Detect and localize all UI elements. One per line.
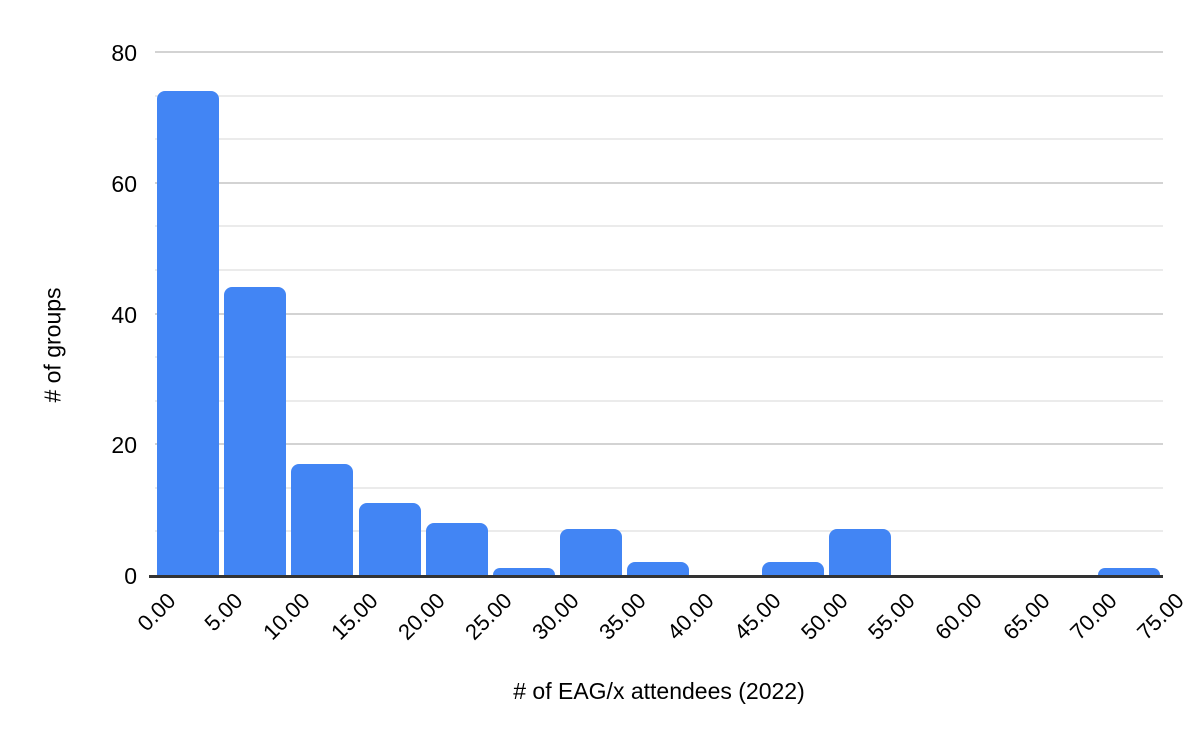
x-tick-label: 0.00 xyxy=(132,588,181,636)
gridline-major xyxy=(155,51,1163,53)
gridline-minor xyxy=(155,138,1163,141)
y-tick-label: 80 xyxy=(111,40,137,66)
x-tick-label: 30.00 xyxy=(527,588,584,645)
x-tick-label: 15.00 xyxy=(325,588,383,645)
gridline-major xyxy=(155,443,1163,446)
x-tick-label: 40.00 xyxy=(661,588,719,645)
gridline-minor xyxy=(155,399,1163,402)
x-tick-label: 65.00 xyxy=(997,588,1055,645)
x-tick-label: 60.00 xyxy=(930,588,988,645)
bar xyxy=(1097,568,1160,575)
bar xyxy=(291,463,354,575)
gridline-minor xyxy=(155,225,1163,228)
y-tick-label: 0 xyxy=(124,563,137,589)
y-tick-label: 20 xyxy=(111,432,137,459)
bar xyxy=(560,529,623,575)
x-tick-label: 25.00 xyxy=(460,588,517,645)
bar xyxy=(224,287,287,575)
x-tick-label: 50.00 xyxy=(796,588,853,645)
gridline-minor xyxy=(155,486,1163,489)
x-tick-label: 75.00 xyxy=(1132,588,1189,645)
x-tick-label: 35.00 xyxy=(594,588,652,645)
x-tick-label: 10.00 xyxy=(258,588,316,645)
x-tick-label: 20.00 xyxy=(392,588,450,645)
x-tick-label: 5.00 xyxy=(199,588,248,636)
bar xyxy=(761,561,824,575)
bar xyxy=(627,561,690,575)
gridline-major xyxy=(155,312,1163,315)
gridline-major xyxy=(155,181,1163,184)
x-tick-label: 45.00 xyxy=(728,588,786,645)
x-tick-label: 70.00 xyxy=(1064,588,1122,645)
bar xyxy=(157,91,219,575)
x-axis-line xyxy=(149,575,1163,578)
gridline-minor xyxy=(155,356,1163,359)
bar xyxy=(358,503,421,575)
gridline-minor xyxy=(155,268,1163,271)
y-tick-label: 40 xyxy=(111,301,137,328)
x-axis-title: # of EAG/x attendees (2022) xyxy=(513,678,805,704)
gridline-minor xyxy=(155,530,1163,533)
gridline-minor xyxy=(155,94,1163,97)
x-tick-label: 55.00 xyxy=(863,588,920,645)
bar xyxy=(425,522,488,575)
bar xyxy=(829,529,891,575)
bar xyxy=(493,568,555,575)
y-tick-label: 60 xyxy=(111,170,137,197)
